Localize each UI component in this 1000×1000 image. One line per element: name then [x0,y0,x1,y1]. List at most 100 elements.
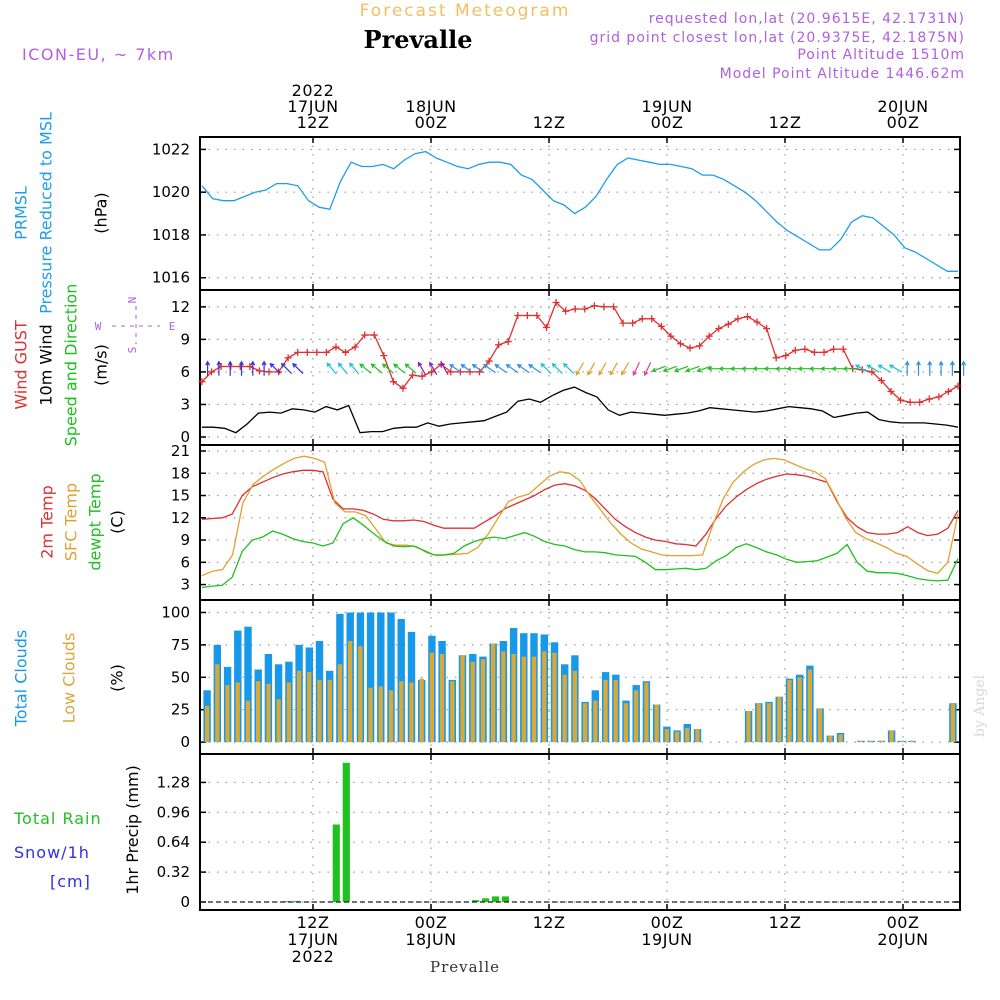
gust-marker [897,396,905,404]
low-cloud-bar [205,705,210,743]
y-tick-label: 3 [180,576,190,594]
y-tick-label: 6 [180,553,190,571]
panel-label: (%) [108,664,127,692]
low-cloud-bar [337,664,343,743]
wind-direction-arrow [662,365,678,373]
low-cloud-bar [531,656,537,743]
low-cloud-bar [256,681,261,743]
wind-direction-arrow [842,366,858,372]
top-tick-label: 17JUN [287,97,338,116]
wind-direction-arrow [337,362,348,375]
y-tick-label: 0 [180,893,190,911]
gust-marker [954,382,962,390]
bottom-tick-label: 12Z [769,913,802,932]
wind-direction-arrow [575,362,585,376]
wind-direction-arrow [888,364,903,373]
gust-marker [619,319,627,327]
gust-marker [303,348,311,356]
low-cloud-bar [674,731,680,743]
low-cloud-bar [327,679,332,743]
gust-marker [198,378,206,386]
gust-marker [361,331,369,339]
low-cloud-bar [521,656,526,743]
low-cloud-bar [817,708,823,743]
wind-direction-arrow [949,360,955,376]
wind-direction-arrow [227,360,233,376]
panel-label: SFC Temp [62,483,81,561]
y-tick-label: 15 [171,487,190,505]
gust-marker [562,307,570,315]
wind-direction-arrow [250,360,256,376]
wind-direction-arrow [381,363,394,374]
panel-frame [199,753,961,911]
gust-marker [887,387,895,395]
wind-direction-arrow [449,363,462,374]
wind-direction-arrow [643,362,652,377]
wind-direction-arrow [440,361,449,376]
gust-marker [485,357,493,365]
panel-label: 2m Temp [38,485,57,559]
gust-marker [322,348,330,356]
gust-marker [801,345,809,353]
y-tick-label: 3 [180,395,190,413]
compass-south: S [126,347,139,354]
gust-marker [830,345,838,353]
wind-direction-arrow [587,362,596,376]
rain-bar [491,896,500,902]
wind-direction-arrow [540,362,552,375]
low-cloud-bar [909,740,915,743]
compass-north: N [126,297,139,304]
low-cloud-bar [460,655,465,743]
y-tick-label: 25 [171,701,190,719]
bottom-tick-label: 00Z [415,913,448,932]
wind-direction-arrow [393,363,406,374]
y-tick-label: 9 [180,531,190,549]
top-tick-label: 20JUN [877,97,928,116]
point-altitude: Point Altitude 1510m [797,47,965,63]
y-tick-label: 1.28 [157,773,190,791]
wind-direction-arrow [404,363,417,374]
gust-marker [514,312,522,320]
gust-marker [916,398,924,406]
low-cloud-bar [828,735,833,743]
low-cloud-bar [889,730,894,743]
compass-rose: N S W E [95,297,176,354]
wind-direction-arrow [471,363,485,374]
low-cloud-bar [235,682,240,743]
gust-marker [351,343,359,351]
footer-location: Prevalle [430,958,500,976]
gust-marker [313,348,321,356]
gust-marker [753,318,761,326]
gust-marker [590,302,598,310]
low-cloud-bar [501,651,506,743]
panel-label: Total Rain [13,809,102,828]
gust-marker [246,363,254,370]
y-tick-label: 9 [180,330,190,348]
wind-direction-arrow [505,363,519,374]
series-line-prmsl [201,150,958,272]
low-cloud-bar [429,652,434,743]
low-cloud-bar [276,699,281,743]
wind-direction-arrow [854,364,869,373]
series-line-10m-wind [202,386,959,434]
bottom-tick-label: 20JUN [877,930,928,949]
total-cloud-bar [387,612,395,743]
y-tick-label: 50 [171,668,190,686]
y-tick-label: 100 [161,603,190,621]
compass-east: E [169,320,176,333]
low-cloud-bar [685,727,690,743]
gust-marker [763,325,771,333]
wind-direction-arrow [673,365,689,373]
y-tick-label: 75 [171,636,190,654]
wind-direction-arrow [494,363,508,374]
panel-label: dewpt Temp [86,473,105,570]
low-cloud-bar [245,700,251,743]
gust-marker [342,348,350,356]
gust-marker [255,367,263,375]
gust-marker [294,348,302,356]
y-tick-label: 0.96 [157,803,190,821]
wind-direction-arrow [269,362,281,375]
low-cloud-bar [399,681,404,743]
wind-direction-arrow [938,360,944,376]
